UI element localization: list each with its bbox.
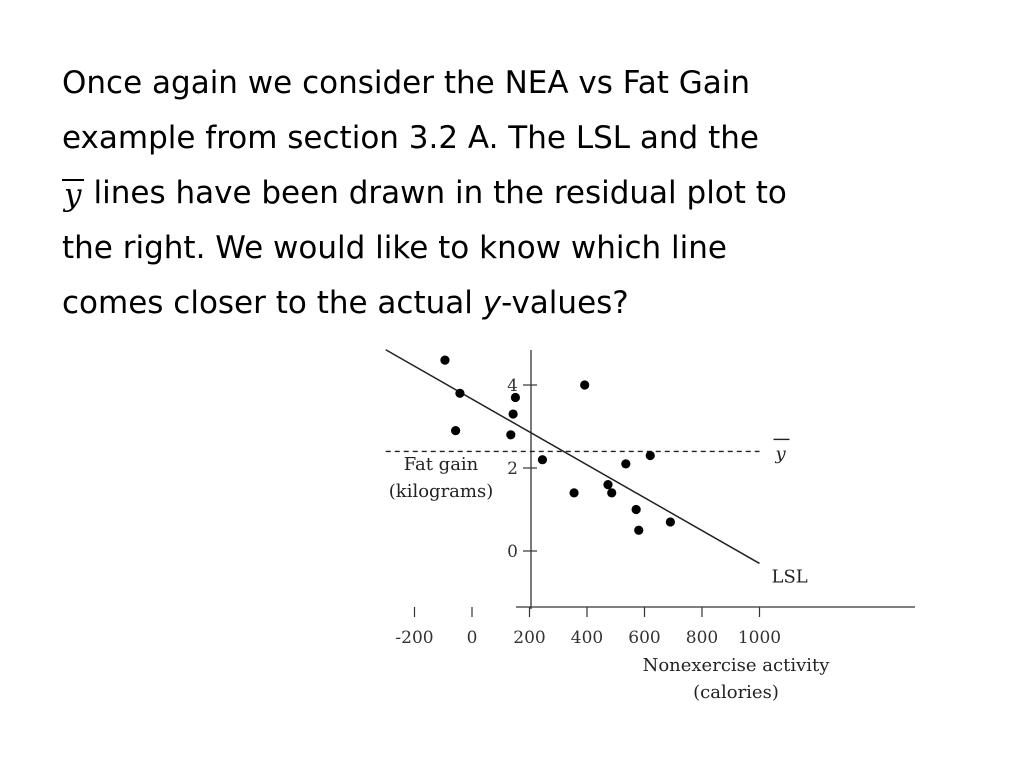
x-axis-title: (calories) (693, 682, 779, 703)
x-tick-label: -200 (395, 628, 433, 648)
y-axis-title: Fat gain (404, 454, 479, 475)
y-italic: y (482, 285, 502, 321)
chart-labels: Fat gain (kilograms) Nonexercise activity (… (389, 454, 830, 703)
x-tick-label: 600 (628, 628, 660, 648)
x-tick-label: 400 (571, 628, 603, 648)
paragraph-line-5-text: comes closer to the actual (62, 285, 483, 321)
lsl-line (385, 349, 760, 565)
data-point (665, 517, 675, 527)
paragraph-line-4: the right. We would like to know which l… (62, 230, 728, 266)
data-point (631, 504, 641, 515)
data-point (451, 426, 461, 436)
data-point (506, 430, 516, 440)
x-tick-label: 1000 (738, 628, 781, 648)
data-point (634, 525, 644, 535)
data-point (603, 480, 613, 490)
ybar-label: y (775, 443, 787, 464)
y-bar-symbol: y (62, 177, 84, 213)
paragraph-line-2: example from section 3.2 A. The LSL and … (62, 120, 759, 156)
x-axis-title: Nonexercise activity (643, 655, 831, 676)
data-point (455, 388, 465, 398)
x-tick-label: 800 (686, 628, 718, 648)
x-tick-label: 200 (513, 628, 545, 648)
data-point (508, 409, 518, 419)
chart-lines: LSL y (385, 349, 808, 587)
paragraph-line-3: y lines have been drawn in the residual p… (62, 166, 962, 221)
x-tick-label: 0 (467, 628, 478, 648)
paragraph-line-1: Once again we consider the NEA vs Fat Ga… (62, 65, 751, 101)
data-point (645, 450, 655, 461)
data-point (621, 459, 631, 469)
data-point (510, 392, 521, 403)
data-point (607, 488, 617, 498)
paragraph-line-3-text: lines have been drawn in the residual pl… (93, 175, 787, 211)
y-tick-label: 0 (507, 542, 518, 562)
paragraph-line-5-end: -values? (501, 285, 629, 321)
chart-axes (516, 350, 915, 609)
data-point (440, 355, 450, 365)
data-point (580, 380, 590, 390)
paragraph-line-5: comes closer to the actual y-values? (62, 276, 962, 331)
lsl-label: LSL (772, 566, 808, 587)
data-point (537, 455, 548, 465)
data-point (569, 488, 579, 498)
y-tick-label: 4 (507, 376, 518, 396)
chart-points (440, 355, 675, 535)
y-axis-title: (kilograms) (389, 481, 493, 502)
slide-paragraph: Once again we consider the NEA vs Fat Ga… (62, 56, 962, 331)
y-tick-label: 2 (507, 459, 518, 479)
